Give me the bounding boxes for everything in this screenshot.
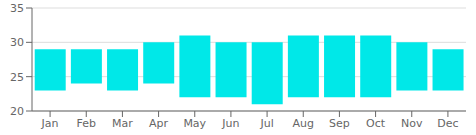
svg-text:Dec: Dec (437, 117, 458, 130)
svg-text:Mar: Mar (112, 117, 133, 130)
svg-text:Jun: Jun (221, 117, 239, 130)
svg-text:May: May (183, 117, 206, 130)
svg-text:Jul: Jul (259, 117, 273, 130)
svg-text:Aug: Aug (293, 117, 314, 130)
svg-text:Feb: Feb (77, 117, 96, 130)
svg-text:30: 30 (10, 36, 24, 49)
svg-text:Jan: Jan (41, 117, 59, 130)
svg-text:Oct: Oct (366, 117, 386, 130)
svg-text:Nov: Nov (401, 117, 423, 130)
svg-text:20: 20 (10, 105, 24, 118)
svg-text:35: 35 (10, 2, 24, 15)
svg-text:Sep: Sep (329, 117, 350, 130)
svg-text:25: 25 (10, 71, 24, 84)
svg-text:Apr: Apr (149, 117, 169, 130)
